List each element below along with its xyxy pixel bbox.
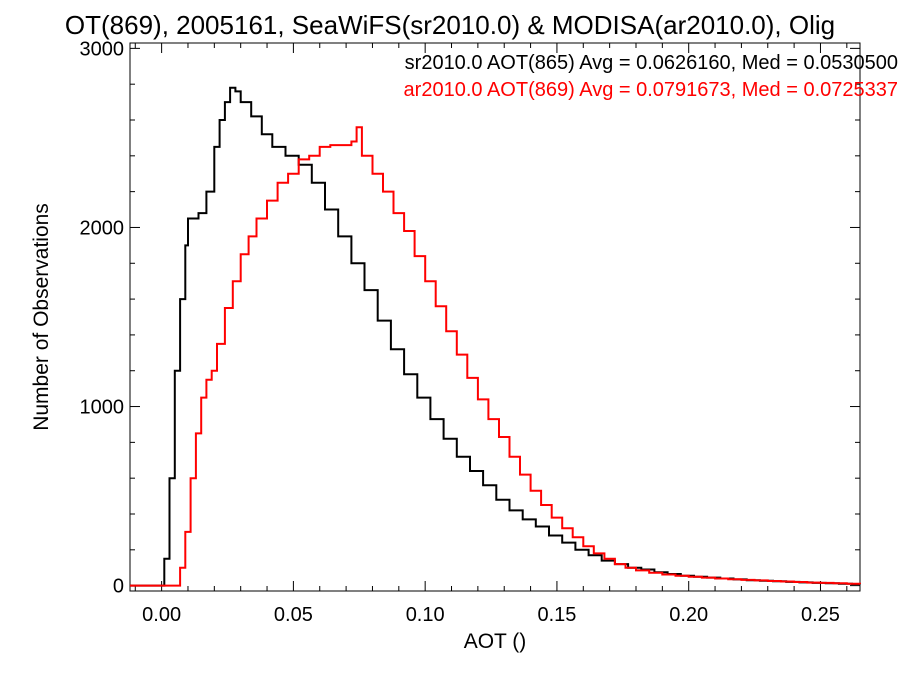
x-tick-label: 0.25 [801, 604, 840, 626]
plot-frame [129, 42, 861, 592]
x-tick-label: 0.20 [669, 604, 708, 626]
x-tick-label: 0.15 [537, 604, 576, 626]
legend-entry-black: sr2010.0 AOT(865) Avg = 0.0626160, Med =… [405, 52, 898, 74]
series-line-black [130, 86, 861, 587]
chart-title: OT(869), 2005161, SeaWiFS(sr2010.0) & MO… [65, 10, 835, 40]
x-axis: 0.00 0.05 0.10 0.15 0.20 0.25 [134, 43, 848, 626]
y-axis-label: Number of Observations [30, 203, 53, 431]
y-tick-label: 2000 [80, 217, 125, 239]
legend-entry-red: ar2010.0 AOT(869) Avg = 0.0791673, Med =… [404, 79, 898, 101]
x-axis-label: AOT () [464, 630, 527, 653]
y-tick-label: 3000 [80, 38, 125, 60]
x-tick-label: 0.00 [142, 604, 181, 626]
x-tick-label: 0.05 [274, 604, 313, 626]
x-tick-label: 0.10 [406, 604, 445, 626]
y-axis: 0 1000 2000 3000 [80, 38, 860, 598]
series-group [130, 86, 861, 587]
y-tick-label: 0 [113, 576, 124, 598]
y-tick-label: 1000 [80, 397, 125, 419]
series-line-red [130, 126, 861, 587]
